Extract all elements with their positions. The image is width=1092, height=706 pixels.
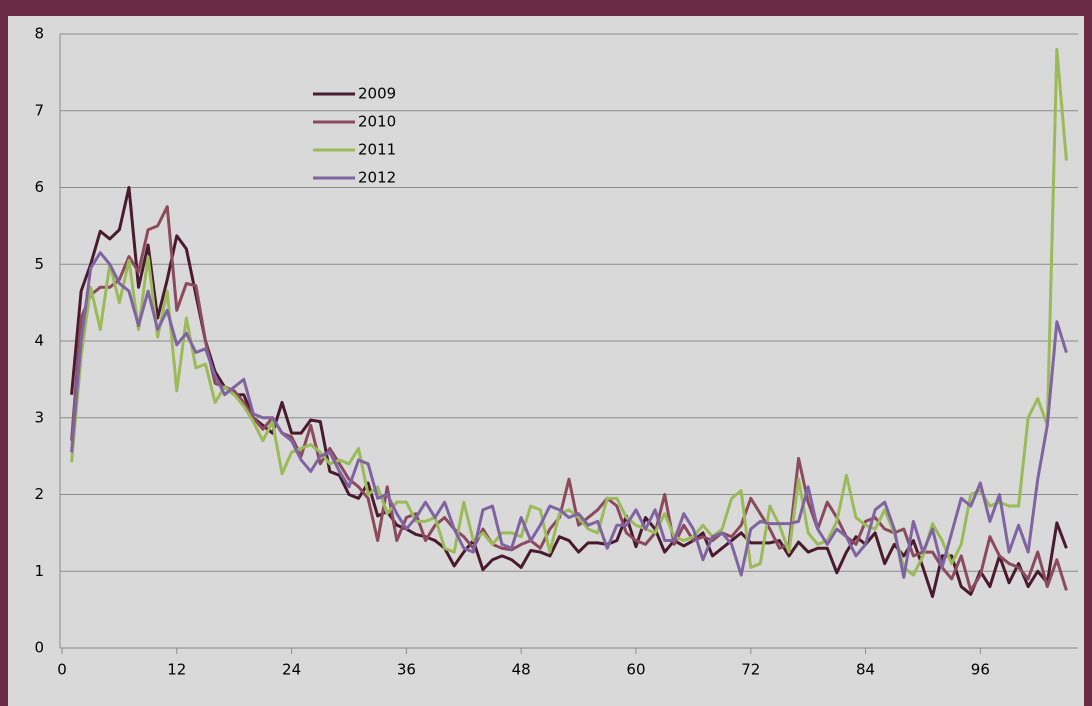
legend-label: 2010 <box>358 113 396 131</box>
x-tick-label: 48 <box>512 661 531 679</box>
x-tick-label: 72 <box>741 661 760 679</box>
series-line <box>70 205 1068 592</box>
x-tick-label: 12 <box>167 661 186 679</box>
x-tick-label: 96 <box>971 661 990 679</box>
x-tick-label: 60 <box>626 661 645 679</box>
x-tick-label: 36 <box>397 661 416 679</box>
y-tick-label: 4 <box>34 332 44 350</box>
y-tick-label: 6 <box>34 178 44 196</box>
y-tick-label: 8 <box>34 25 44 43</box>
y-tick-label: 1 <box>34 562 44 580</box>
y-tick-label: 7 <box>34 101 44 119</box>
series-line <box>70 251 1068 579</box>
x-tick-label: 24 <box>282 661 301 679</box>
legend-label: 2012 <box>358 169 396 187</box>
legend-label: 2011 <box>358 141 396 159</box>
x-tick-label: 0 <box>57 661 67 679</box>
y-tick-label: 0 <box>34 639 44 657</box>
chart-background <box>8 16 1084 706</box>
y-tick-label: 5 <box>34 255 44 273</box>
y-tick-label: 2 <box>34 485 44 503</box>
y-tick-label: 3 <box>34 408 44 426</box>
x-tick-label: 84 <box>856 661 875 679</box>
legend-label: 2009 <box>358 85 396 103</box>
